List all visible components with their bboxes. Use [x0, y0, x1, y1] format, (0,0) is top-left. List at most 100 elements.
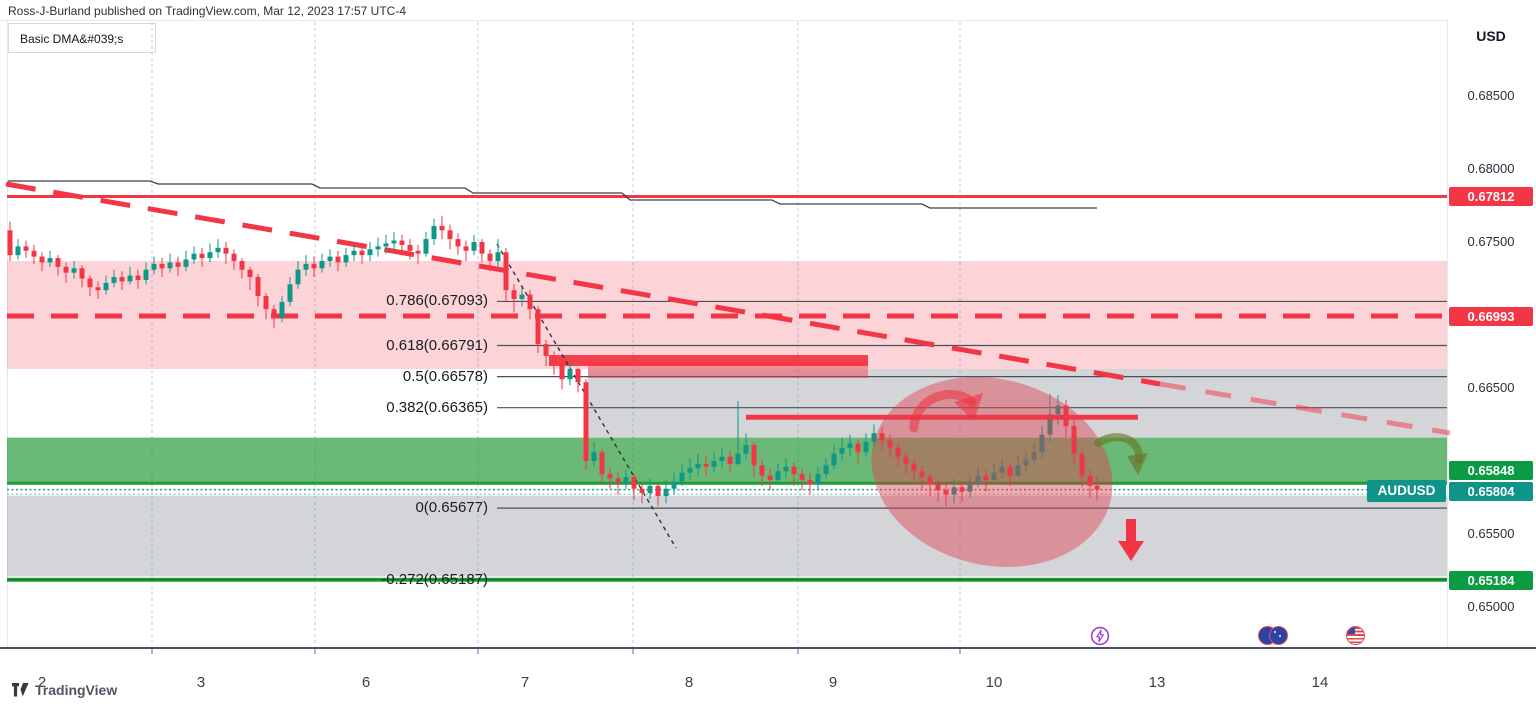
candle [1007, 466, 1013, 476]
economic-event-flag-au-icon[interactable] [1258, 626, 1290, 646]
candle [71, 268, 77, 273]
time-axis-label: 2 [37, 674, 47, 691]
candle [711, 461, 717, 467]
candle [983, 475, 989, 480]
candle [175, 262, 181, 267]
economic-event-lightning-icon[interactable] [1090, 626, 1110, 651]
candle [687, 468, 693, 473]
candle [423, 239, 429, 254]
candle [311, 263, 317, 269]
candle [639, 488, 645, 494]
candle [111, 277, 117, 283]
candle [559, 363, 565, 380]
candle [935, 484, 941, 491]
candle [327, 256, 333, 261]
candle [567, 369, 573, 380]
candle [727, 456, 733, 464]
candle [1094, 485, 1100, 490]
candle [415, 250, 421, 254]
candle [287, 284, 293, 302]
candle [591, 452, 597, 461]
neutral-zone-upper [588, 369, 1447, 438]
candle [879, 433, 885, 441]
candle [127, 275, 133, 282]
fib-level-label: -0.272(0.65187) [381, 570, 488, 588]
chart-right-border [1447, 20, 1448, 648]
price-level-badge: 0.65848 [1449, 460, 1533, 480]
candle [199, 253, 205, 259]
candle [839, 447, 845, 454]
candle [271, 309, 277, 318]
candle [1087, 475, 1093, 486]
time-axis-label: 8 [684, 674, 694, 691]
candle [863, 442, 869, 453]
candle [239, 260, 245, 270]
candle [455, 239, 461, 247]
candle [1023, 459, 1029, 466]
candle [151, 263, 157, 270]
candle [895, 447, 901, 457]
candle [1079, 453, 1085, 476]
candle [191, 253, 197, 260]
candle [887, 440, 893, 448]
candle [527, 294, 533, 310]
candle [663, 488, 669, 497]
supply-zone-box [588, 361, 868, 378]
tradingview-watermark-text: TradingView [35, 682, 118, 698]
candle [847, 443, 853, 448]
fib-level-label: 0.786(0.67093) [386, 292, 488, 310]
candle [671, 481, 677, 489]
fib-level-label: 0.618(0.66791) [386, 336, 488, 354]
candle [1039, 434, 1045, 453]
symbol-price-label: AUDUSD [1367, 480, 1446, 502]
candle [359, 250, 365, 256]
candle [791, 466, 797, 475]
candle [159, 263, 165, 269]
fib-level-label: 0(0.65677) [415, 499, 488, 517]
candle [303, 263, 309, 270]
candle [975, 475, 981, 483]
highlight-ellipse [871, 377, 1113, 567]
fib-level-label: 0.382(0.66365) [386, 398, 488, 416]
candle [47, 258, 53, 263]
candle [103, 282, 109, 291]
curved-arrow-red-head [954, 393, 983, 421]
curved-arrow-red [909, 389, 977, 433]
time-axis-label: 10 [985, 674, 1003, 691]
indicator-legend[interactable]: Basic DMA&#039;s [8, 23, 156, 53]
candle [95, 287, 101, 291]
candle [1055, 405, 1061, 415]
candle [599, 452, 605, 475]
price-tick-label: 0.65500 [1467, 526, 1515, 541]
price-tick-label: 0.67500 [1467, 234, 1515, 249]
tradingview-watermark[interactable]: TradingView [12, 682, 117, 698]
candle [319, 260, 325, 269]
candle [543, 344, 549, 356]
candle [655, 485, 661, 497]
time-axis-label: 14 [1311, 674, 1329, 691]
candle [295, 269, 301, 285]
candle [511, 290, 517, 299]
candle [375, 246, 381, 250]
candle [719, 456, 725, 461]
descending-trendline-faded [1159, 381, 1451, 436]
candle [279, 301, 285, 318]
candle [535, 309, 541, 345]
candle [143, 269, 149, 280]
candle [1047, 414, 1053, 435]
down-arrow-head [1118, 541, 1144, 561]
time-axis-label: 6 [361, 674, 371, 691]
candle [799, 474, 805, 480]
candle [1015, 465, 1021, 476]
candle [783, 466, 789, 472]
candle [367, 249, 373, 256]
candle [31, 250, 37, 257]
candle [831, 453, 837, 466]
published-byline: Ross-J-Burland published on TradingView.… [8, 4, 406, 18]
candle [207, 252, 213, 259]
candle [23, 246, 29, 251]
candle [967, 482, 973, 492]
candle [255, 277, 261, 297]
